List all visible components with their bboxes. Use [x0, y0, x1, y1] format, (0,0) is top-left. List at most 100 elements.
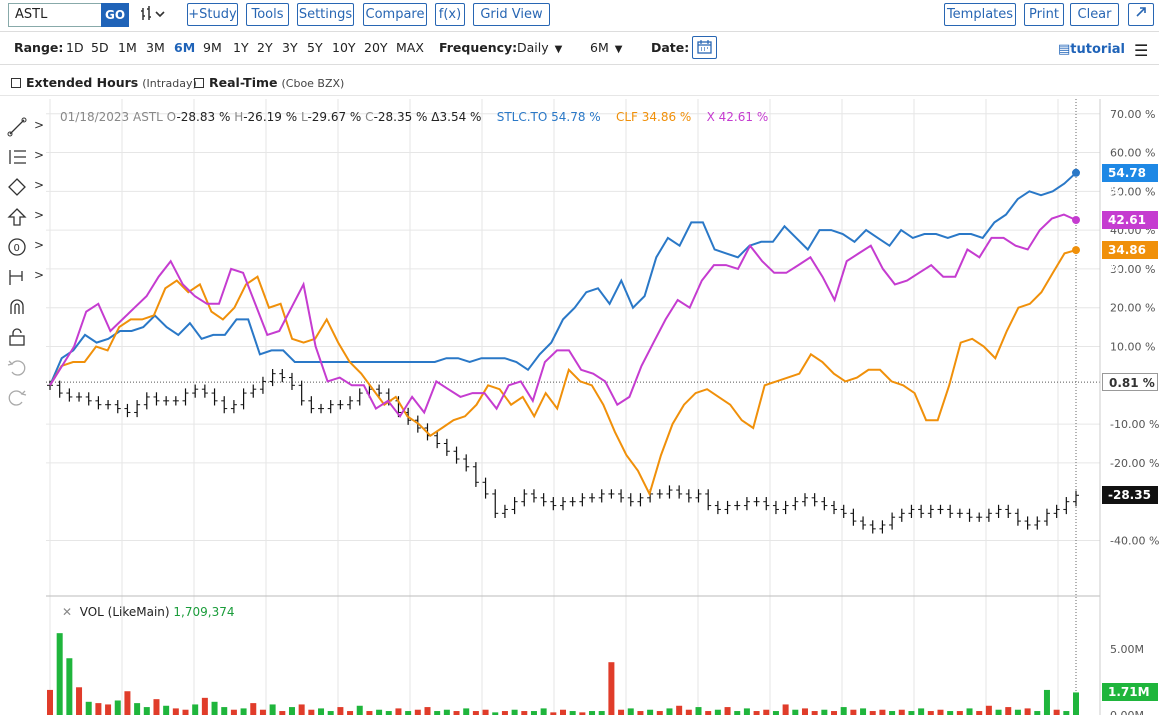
- bar-chart-icon[interactable]: [140, 5, 166, 27]
- range-6m[interactable]: 6M: [174, 40, 196, 55]
- series-endpoint: [1072, 216, 1080, 225]
- price-chart[interactable]: 70.00 %60.00 %50.00 %40.00 %30.00 %20.00…: [46, 99, 1159, 715]
- volume-bar: [1034, 711, 1041, 715]
- price-tag: 34.86 %: [1102, 241, 1158, 275]
- volume-bar: [656, 711, 663, 715]
- y-tick-label: 20.00 %: [1110, 302, 1155, 315]
- volume-bar: [618, 709, 625, 715]
- volume-label: VOL (LikeMain): [79, 605, 170, 619]
- volume-bar: [1063, 711, 1070, 715]
- tutorial-label: tutorial: [1070, 42, 1126, 57]
- volume-bar: [259, 709, 266, 715]
- volume-bar: [772, 711, 779, 715]
- undo-icon[interactable]: [6, 356, 42, 380]
- series-endpoint: [1072, 246, 1080, 255]
- range-5d[interactable]: 5D: [91, 40, 109, 55]
- volume-bar: [308, 709, 315, 715]
- y-tick-label: -10.00 %: [1110, 418, 1159, 431]
- menu-icon[interactable]: ☰: [1134, 41, 1149, 60]
- measure-tool-icon[interactable]: >: [6, 266, 44, 290]
- lock-icon[interactable]: [6, 326, 42, 350]
- volume-bar: [424, 707, 431, 715]
- line-tool-icon[interactable]: >: [6, 116, 44, 140]
- shapes-tool-icon[interactable]: >: [6, 176, 44, 200]
- go-button[interactable]: GO: [101, 3, 129, 27]
- volume-bar: [318, 708, 325, 715]
- function-button[interactable]: f(x): [435, 3, 465, 26]
- options-row: Extended Hours (Intraday) Real-Time (Cbo…: [0, 70, 1159, 96]
- range-3m[interactable]: 3M: [146, 40, 165, 55]
- tutorial-link[interactable]: ▤tutorial: [1058, 42, 1125, 57]
- range-2y[interactable]: 2Y: [257, 40, 273, 55]
- realtime-checkbox[interactable]: [194, 78, 204, 88]
- range-5y[interactable]: 5Y: [307, 40, 323, 55]
- extended-hours-checkbox[interactable]: [11, 78, 21, 88]
- range-3y[interactable]: 3Y: [282, 40, 298, 55]
- magnet-icon[interactable]: [6, 296, 42, 320]
- settings-button[interactable]: Settings: [297, 3, 354, 26]
- range-1d[interactable]: 1D: [66, 40, 84, 55]
- range-max[interactable]: MAX: [396, 40, 424, 55]
- volume-bar: [705, 711, 712, 715]
- svg-text:0: 0: [14, 243, 20, 254]
- legend-close: -28.35 %: [373, 110, 428, 124]
- series-line-clf: [49, 249, 1077, 497]
- price-tag: 0.81 %: [1102, 373, 1158, 392]
- volume-bar: [279, 711, 286, 715]
- series-endpoint: [1072, 168, 1080, 177]
- arrow-tool-icon[interactable]: >: [6, 206, 44, 230]
- close-icon[interactable]: ✕: [62, 605, 73, 619]
- tutorial-icon: ▤: [1058, 42, 1071, 57]
- calendar-icon[interactable]: [692, 36, 717, 59]
- volume-bar: [134, 703, 141, 715]
- top-toolbar: ASTL GO +Study Tools Settings Compare f(…: [0, 0, 1159, 30]
- price-tag: 42.61 %: [1102, 211, 1158, 245]
- chevron-down-icon: ▼: [614, 44, 623, 55]
- volume-bar: [589, 711, 596, 715]
- chart-legend: 01/18/2023 ASTL O-28.83 % H-26.19 % L-29…: [60, 110, 768, 124]
- volume-bar: [153, 699, 160, 715]
- expand-icon[interactable]: [1128, 3, 1154, 26]
- annotation-tool-icon[interactable]: 0 >: [6, 236, 44, 260]
- print-button[interactable]: Print: [1024, 3, 1064, 26]
- volume-bar: [734, 711, 741, 715]
- range-1y[interactable]: 1Y: [233, 40, 249, 55]
- redo-icon[interactable]: [6, 386, 42, 410]
- volume-bar: [976, 711, 983, 715]
- range-20y[interactable]: 20Y: [364, 40, 388, 55]
- series-line-stlc-to: [49, 172, 1077, 386]
- volume-bar: [337, 707, 344, 715]
- templates-button[interactable]: Templates: [944, 3, 1016, 26]
- legend-low: -29.67 %: [307, 110, 362, 124]
- volume-bar: [434, 711, 441, 715]
- volume-bar: [966, 708, 973, 715]
- clear-button[interactable]: Clear: [1070, 3, 1119, 26]
- tools-button[interactable]: Tools: [246, 3, 289, 26]
- comparison-lines: [49, 168, 1080, 497]
- volume-bar: [1014, 709, 1021, 715]
- legend-x: X 42.61 %: [706, 110, 769, 124]
- extended-hours-label: Extended Hours (Intraday): [26, 75, 197, 90]
- volume-bar: [1024, 708, 1031, 715]
- grid-view-button[interactable]: Grid View: [473, 3, 550, 26]
- fib-tool-icon[interactable]: >: [6, 146, 44, 170]
- volume-bar: [201, 697, 208, 715]
- realtime-note: (Cboe BZX): [281, 77, 345, 90]
- compare-button[interactable]: Compare: [363, 3, 427, 26]
- legend-open: -28.83 %: [176, 110, 231, 124]
- legend-symbol: ASTL: [133, 110, 163, 124]
- price-tag: -28.35 %: [1102, 486, 1158, 520]
- range-1m[interactable]: 1M: [118, 40, 137, 55]
- range-10y[interactable]: 10Y: [332, 40, 356, 55]
- volume-bar: [66, 658, 73, 715]
- volume-bar: [714, 709, 721, 715]
- study-button[interactable]: +Study: [187, 3, 238, 26]
- legend-high: -26.19 %: [243, 110, 298, 124]
- volume-bar: [182, 709, 189, 715]
- frequency-dropdown[interactable]: Daily ▼: [517, 40, 562, 55]
- volume-bar: [250, 703, 257, 715]
- volume-bar: [76, 687, 83, 715]
- period-dropdown[interactable]: 6M ▼: [590, 40, 622, 55]
- symbol-input[interactable]: ASTL: [8, 3, 102, 27]
- range-9m[interactable]: 9M: [203, 40, 222, 55]
